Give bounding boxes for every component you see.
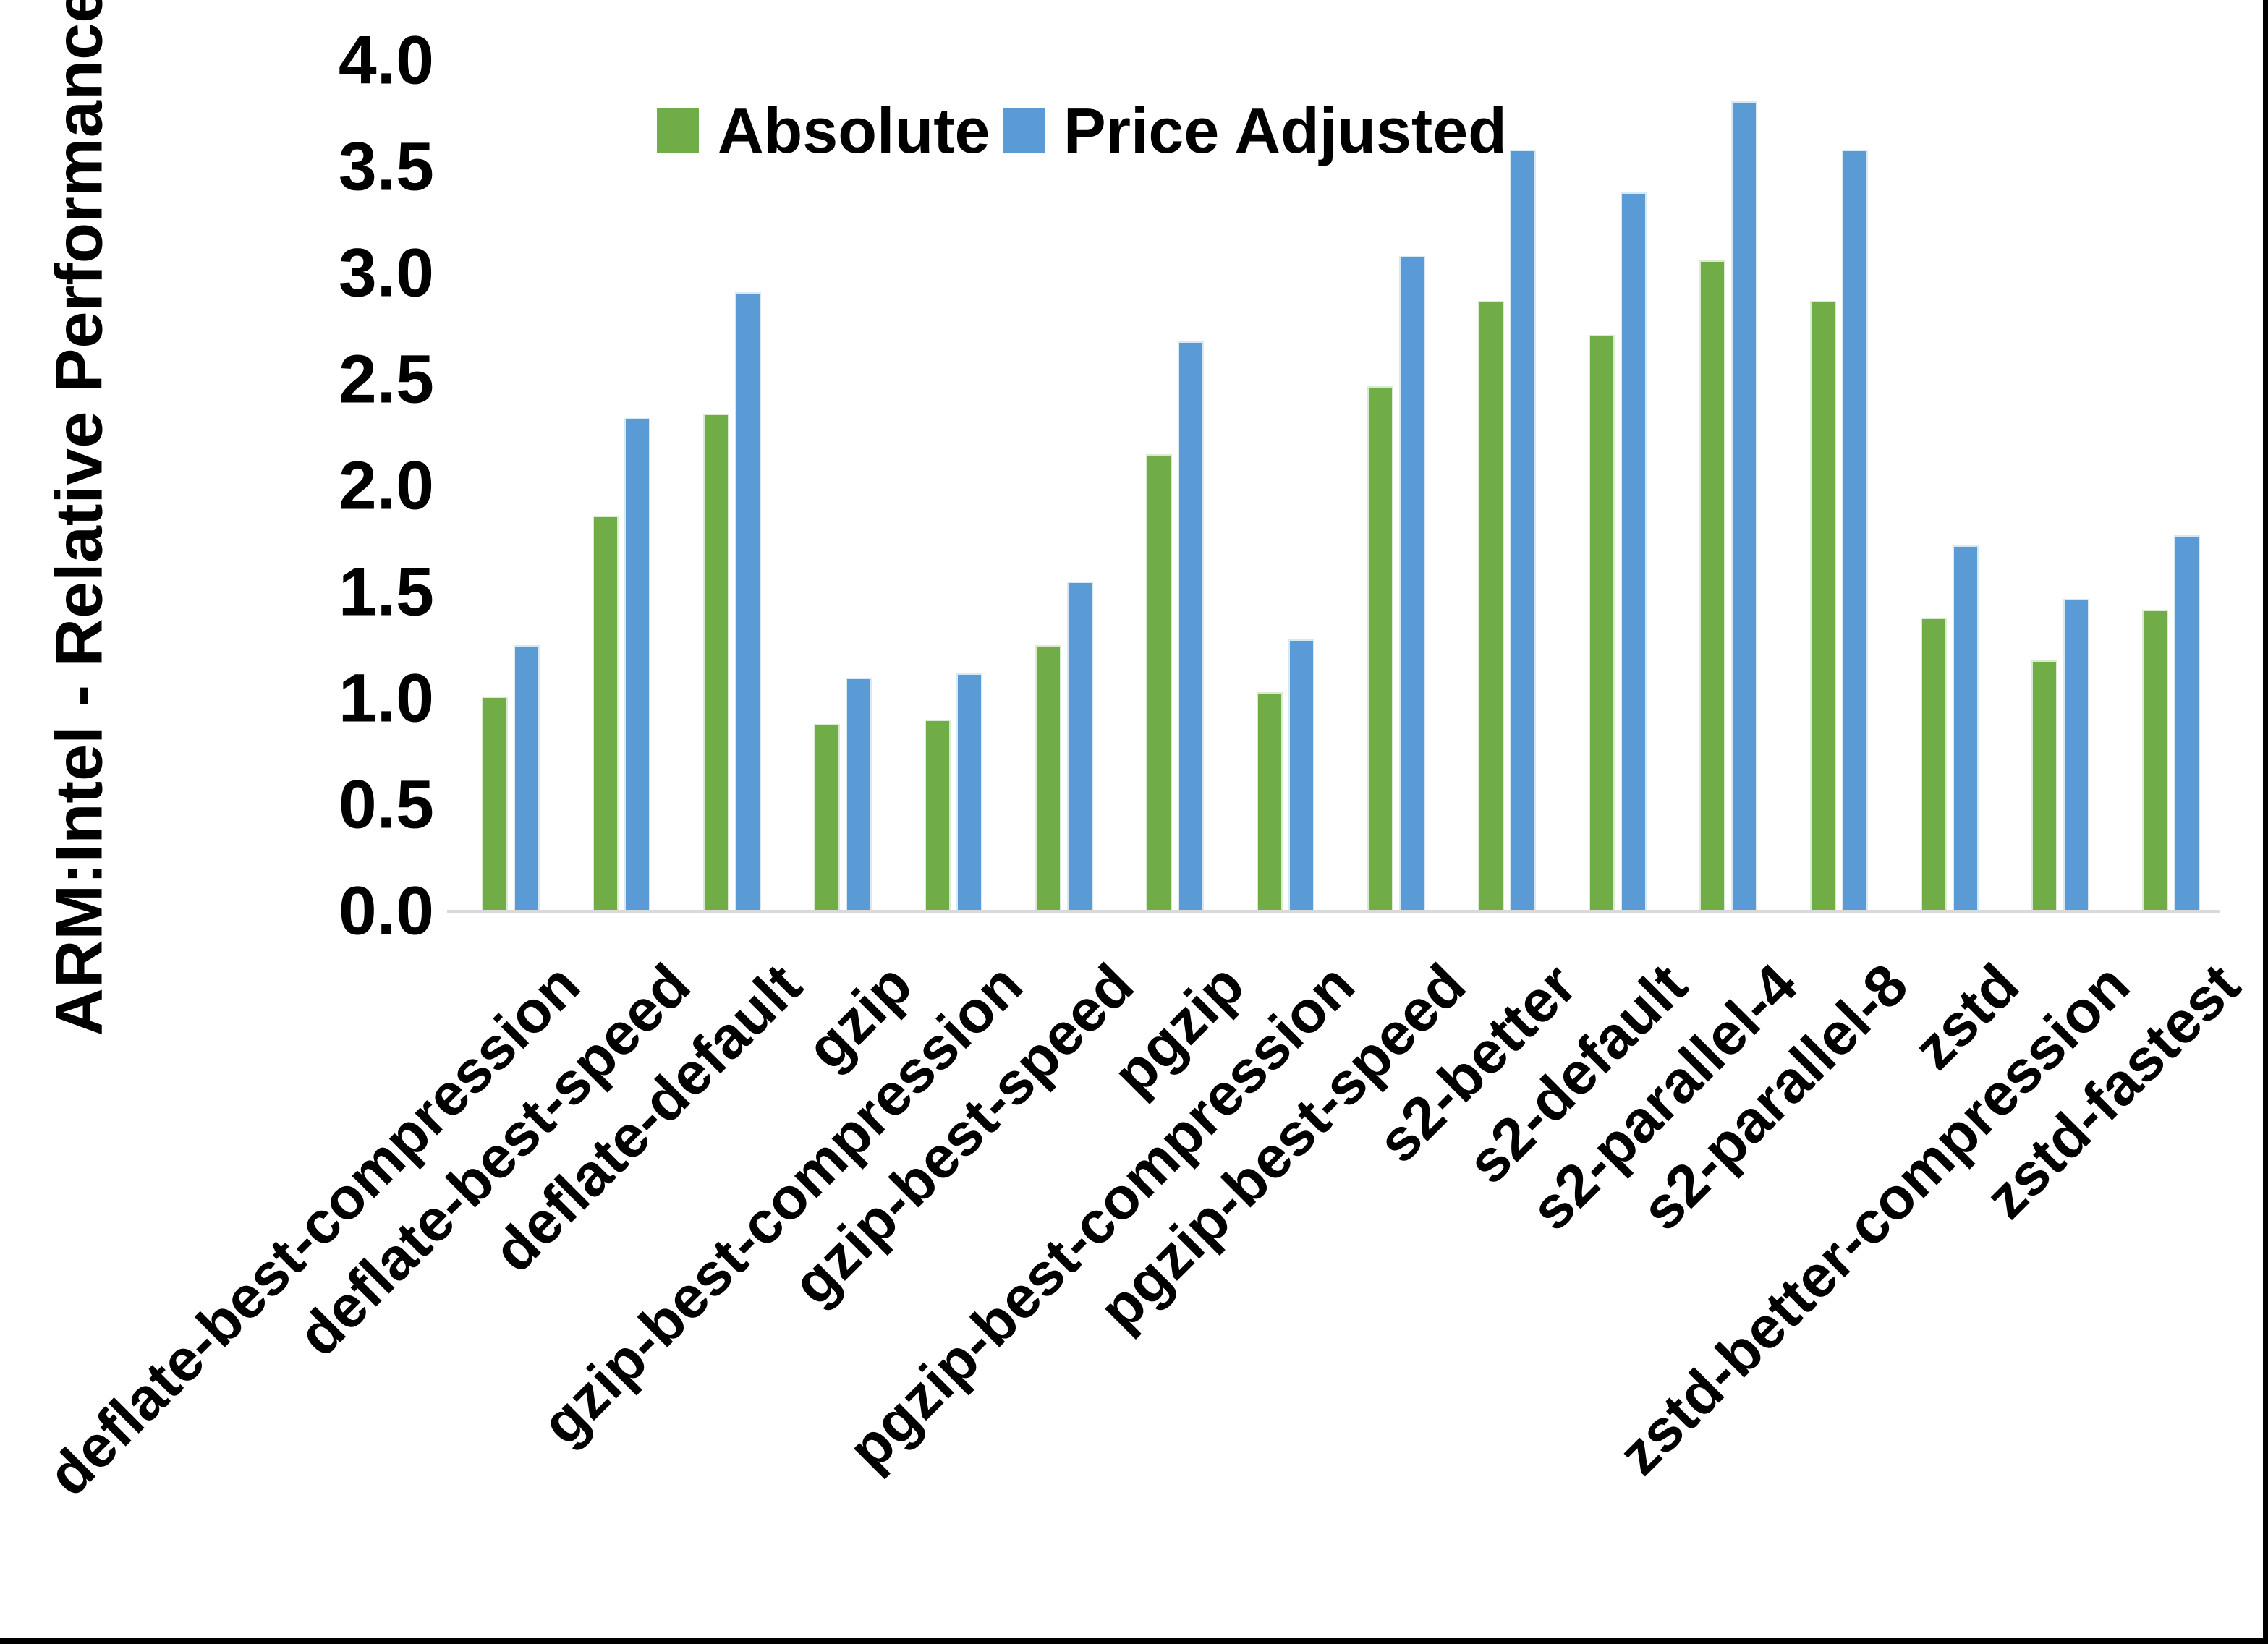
bar-price-adjusted-s2-better <box>1510 150 1536 911</box>
bar-price-adjusted-gzip <box>846 678 872 911</box>
bar-absolute-s2-default <box>1589 335 1615 911</box>
legend-swatch-price-adjusted <box>1003 108 1045 153</box>
bar-price-adjusted-deflate-default <box>735 292 761 911</box>
bar-absolute-s2-parallel-8 <box>1810 301 1836 911</box>
y-tick-label-2.0: 2.0 <box>338 447 434 524</box>
plot-area <box>0 61 2268 911</box>
bar-absolute-deflate-best-speed <box>593 516 619 911</box>
bar-price-adjusted-s2-parallel-4 <box>1731 101 1757 911</box>
y-tick-label-3.5: 3.5 <box>338 128 434 205</box>
legend-swatch-absolute <box>657 108 699 153</box>
y-tick-label-0.5: 0.5 <box>338 766 434 843</box>
bar-absolute-zstd-better-compression <box>2031 660 2057 911</box>
bar-absolute-gzip-best-compression <box>925 720 951 911</box>
legend-label-absolute: Absolute <box>718 95 990 166</box>
bar-price-adjusted-gzip-best-compression <box>956 673 982 911</box>
bar-price-adjusted-s2-parallel-8 <box>1842 150 1868 911</box>
bar-price-adjusted-zstd-fastest <box>2174 535 2200 911</box>
bar-absolute-deflate-default <box>703 414 729 911</box>
bar-price-adjusted-s2-default <box>1621 192 1647 911</box>
legend-item-absolute: Absolute <box>657 94 990 168</box>
bar-absolute-s2-better <box>1478 301 1504 911</box>
y-tick-label-2.5: 2.5 <box>338 341 434 418</box>
bar-absolute-zstd <box>1921 618 1947 911</box>
bar-price-adjusted-zstd <box>1953 545 1979 911</box>
bar-absolute-pgzip-best-speed <box>1367 386 1393 911</box>
bar-absolute-deflate-best-compression <box>482 697 508 911</box>
bar-absolute-gzip-best-speed <box>1035 645 1061 911</box>
bar-absolute-gzip <box>814 724 840 911</box>
x-axis-line <box>447 910 2220 913</box>
legend-label-price-adjusted: Price Adjusted <box>1063 95 1507 166</box>
bar-price-adjusted-deflate-best-compression <box>514 645 540 911</box>
bar-absolute-pgzip <box>1146 454 1172 911</box>
legend-item-price-adjusted: Price Adjusted <box>1003 94 1507 168</box>
y-tick-label-0.0: 0.0 <box>338 872 434 950</box>
screenshot-bottom-edge <box>0 1638 2268 1644</box>
y-tick-label-3.0: 3.0 <box>338 234 434 312</box>
bar-price-adjusted-deflate-best-speed <box>624 418 650 911</box>
bar-price-adjusted-pgzip-best-speed <box>1399 256 1425 911</box>
y-tick-label-1.5: 1.5 <box>338 553 434 631</box>
bar-price-adjusted-pgzip <box>1178 341 1204 911</box>
bar-absolute-pgzip-best-compression <box>1257 692 1283 911</box>
y-tick-label-4.0: 4.0 <box>338 22 434 99</box>
screenshot-right-edge <box>2263 0 2268 1644</box>
bar-absolute-zstd-fastest <box>2142 610 2168 911</box>
bar-price-adjusted-pgzip-best-compression <box>1288 639 1314 911</box>
y-tick-label-1.0: 1.0 <box>338 660 434 737</box>
bar-price-adjusted-gzip-best-speed <box>1067 582 1093 911</box>
bar-price-adjusted-zstd-better-compression <box>2063 599 2089 911</box>
bar-absolute-s2-parallel-4 <box>1699 260 1725 911</box>
